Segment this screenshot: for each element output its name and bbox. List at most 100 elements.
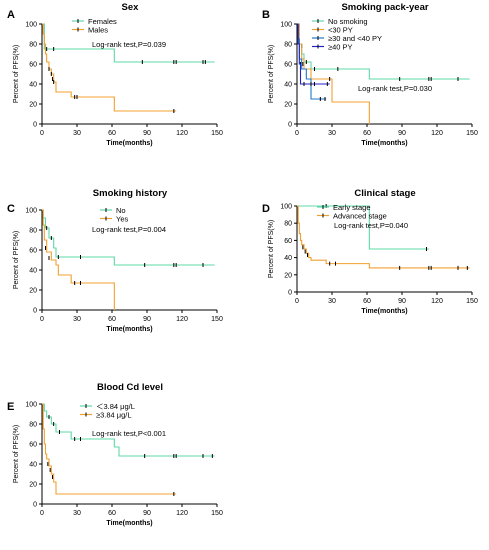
x-tick-label: 150 bbox=[211, 510, 223, 517]
y-tick-label: 40 bbox=[29, 268, 37, 275]
x-axis-label: Time(months) bbox=[106, 326, 152, 333]
km-panel-d: D Clinical stage 0 20 40 60 80 100 0 30 60 90 120 150… bbox=[262, 188, 478, 315]
y-tick-label: 40 bbox=[284, 82, 292, 89]
survival-curve-4 bbox=[297, 23, 330, 85]
legend-label: No bbox=[116, 206, 126, 215]
legend-label: ≥3.84 μg/L bbox=[96, 410, 132, 419]
y-tick-label: 60 bbox=[284, 238, 292, 245]
x-tick-label: 90 bbox=[398, 130, 406, 137]
y-axis-label: Percent of PFS(%) bbox=[13, 45, 20, 103]
survival-curve-1 bbox=[42, 403, 215, 457]
survival-curve-1 bbox=[42, 23, 215, 63]
y-tick-label: 100 bbox=[280, 204, 292, 211]
x-tick-label: 150 bbox=[211, 316, 223, 323]
panel-letter: A bbox=[7, 9, 15, 21]
km-panel-b: B Smoking pack-year 0 20 40 60 80 100 0 30 60 90 120… bbox=[262, 2, 478, 147]
x-tick-label: 30 bbox=[328, 298, 336, 305]
y-tick-label: 80 bbox=[284, 221, 292, 228]
y-tick-label: 20 bbox=[29, 102, 37, 109]
y-tick-label: 80 bbox=[284, 42, 292, 49]
x-tick-label: 0 bbox=[40, 510, 44, 517]
x-tick-label: 60 bbox=[108, 510, 116, 517]
survival-curve-2 bbox=[42, 403, 177, 495]
y-tick-label: 100 bbox=[25, 402, 37, 409]
legend-label: Yes bbox=[116, 214, 128, 223]
x-tick-label: 120 bbox=[176, 510, 188, 517]
x-axis-label: Time(months) bbox=[361, 140, 407, 147]
panel-title: Sex bbox=[122, 2, 140, 13]
y-tick-label: 80 bbox=[29, 422, 37, 429]
y-tick-label: 0 bbox=[33, 122, 37, 129]
y-axis-label: Percent of PFS(%) bbox=[13, 231, 20, 289]
survival-curve-1 bbox=[297, 23, 470, 80]
legend-label: Females bbox=[88, 17, 117, 26]
x-tick-label: 90 bbox=[143, 510, 151, 517]
km-panel-e: E Blood Cd level 0 20 40 60 80 100 0 30 60 90 120 150… bbox=[7, 382, 223, 527]
x-tick-label: 90 bbox=[143, 130, 151, 137]
km-panel-c: C Smoking history 0 20 40 60 80 100 0 30 60 90 120 15… bbox=[7, 188, 223, 333]
x-tick-label: 60 bbox=[108, 316, 116, 323]
panel-title: Smoking pack-year bbox=[341, 2, 428, 13]
y-tick-label: 60 bbox=[29, 442, 37, 449]
x-tick-label: 30 bbox=[73, 510, 81, 517]
survival-curve-1 bbox=[297, 205, 429, 250]
x-axis-label: Time(months) bbox=[361, 308, 407, 315]
y-tick-label: 40 bbox=[29, 82, 37, 89]
x-tick-label: 150 bbox=[466, 298, 478, 305]
legend-label: ≥40 PY bbox=[328, 42, 353, 51]
logrank-annotation: Log-rank test,P=0.039 bbox=[92, 40, 166, 49]
y-tick-label: 40 bbox=[29, 462, 37, 469]
y-tick-label: 20 bbox=[29, 482, 37, 489]
y-tick-label: 0 bbox=[33, 502, 37, 509]
survival-curve-3 bbox=[297, 23, 327, 100]
legend-label: ≥30 and <40 PY bbox=[328, 34, 382, 43]
x-axis-label: Time(months) bbox=[106, 140, 152, 147]
x-tick-label: 60 bbox=[108, 130, 116, 137]
y-tick-label: 0 bbox=[288, 122, 292, 129]
panel-letter: D bbox=[262, 203, 270, 215]
y-tick-label: 80 bbox=[29, 42, 37, 49]
legend-label: Early stage bbox=[333, 203, 371, 212]
y-tick-label: 20 bbox=[29, 288, 37, 295]
survival-curve-2 bbox=[297, 205, 470, 269]
legend-label: No smoking bbox=[328, 17, 368, 26]
y-tick-label: 60 bbox=[29, 248, 37, 255]
x-tick-label: 0 bbox=[40, 316, 44, 323]
legend-label: ＜3.84 μg/L bbox=[96, 402, 135, 411]
panel-letter: C bbox=[7, 203, 15, 215]
legend-label: Advanced stage bbox=[333, 211, 387, 220]
y-tick-label: 100 bbox=[25, 22, 37, 29]
x-axis-label: Time(months) bbox=[106, 520, 152, 527]
y-axis-label: Percent of PFS(%) bbox=[268, 45, 275, 103]
y-tick-label: 100 bbox=[25, 208, 37, 215]
logrank-annotation: Log-rank test,P=0.004 bbox=[92, 225, 166, 234]
legend-label: Males bbox=[88, 25, 108, 34]
y-tick-label: 60 bbox=[29, 62, 37, 69]
x-tick-label: 30 bbox=[73, 316, 81, 323]
y-axis-label: Percent of PFS(%) bbox=[13, 425, 20, 483]
y-tick-label: 20 bbox=[284, 102, 292, 109]
x-tick-label: 120 bbox=[176, 130, 188, 137]
panel-title: Blood Cd level bbox=[97, 382, 163, 393]
x-tick-label: 0 bbox=[40, 130, 44, 137]
x-tick-label: 30 bbox=[328, 130, 336, 137]
x-tick-label: 150 bbox=[211, 130, 223, 137]
panel-title: Smoking history bbox=[93, 188, 168, 199]
x-tick-label: 120 bbox=[431, 298, 443, 305]
logrank-annotation: Log-rank test,P=0.030 bbox=[358, 84, 432, 93]
x-tick-label: 120 bbox=[431, 130, 443, 137]
y-axis-label: Percent of PFS(%) bbox=[268, 220, 275, 278]
x-tick-label: 60 bbox=[363, 298, 371, 305]
x-tick-label: 120 bbox=[176, 316, 188, 323]
logrank-annotation: Log-rank test,P=0.040 bbox=[334, 221, 408, 230]
y-tick-label: 0 bbox=[288, 290, 292, 297]
x-tick-label: 150 bbox=[466, 130, 478, 137]
x-tick-label: 0 bbox=[295, 298, 299, 305]
y-tick-label: 60 bbox=[284, 62, 292, 69]
logrank-annotation: Log-rank test,P<0.001 bbox=[92, 429, 166, 438]
x-tick-label: 60 bbox=[363, 130, 371, 137]
x-tick-label: 30 bbox=[73, 130, 81, 137]
legend-label: <30 PY bbox=[328, 25, 353, 34]
survival-curve-2 bbox=[42, 209, 115, 310]
